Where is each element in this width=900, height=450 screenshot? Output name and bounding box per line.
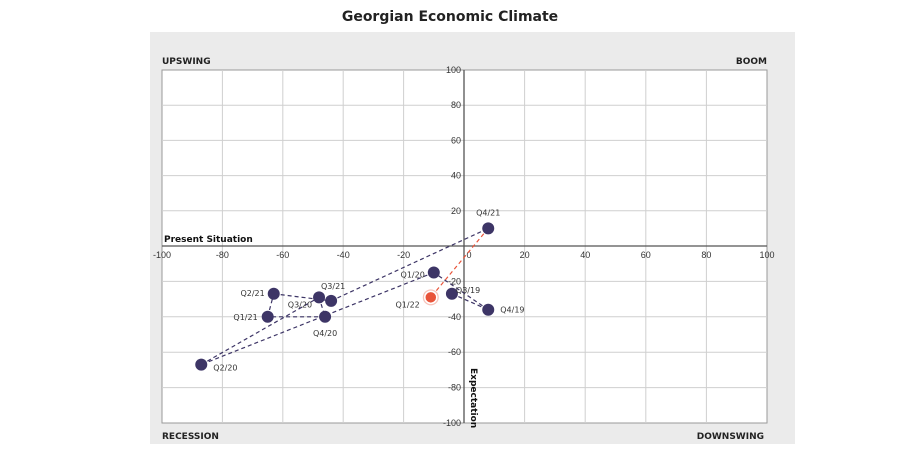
highlight-segment [430,228,489,298]
x-tick-label: -60 [276,250,289,260]
y-tick-label: 60 [451,135,461,145]
series-segment [273,293,332,302]
point-label: Q2/20 [213,364,237,373]
chart-title: Georgian Economic Climate [342,9,558,25]
series-segment [330,227,489,302]
y-tick-label: 80 [451,100,461,110]
data-point [427,266,440,279]
point-label: Q1/21 [233,313,257,322]
point-label: Q4/21 [476,208,500,217]
y-tick-label: 20 [451,206,461,216]
point-label: Q1/22 [396,300,420,309]
x-tick-label: -100 [153,250,171,260]
point-label: Q2/21 [240,289,264,298]
data-point [313,291,326,304]
y-tick-label: -100 [443,418,461,428]
y-tick-label: -60 [448,347,461,357]
y-axis-label: Expectation [468,368,478,428]
data-point [319,310,332,323]
point-label: Q3/21 [321,282,345,291]
data-point [267,287,280,300]
point-label: Q4/20 [313,329,337,338]
x-tick-label: 0 [466,250,471,260]
x-tick-label: 40 [580,250,590,260]
point-label: Q1/20 [401,271,425,280]
data-point [261,310,274,323]
point-label: Q3/20 [288,300,312,309]
y-tick-label: -80 [448,383,461,393]
data-point [195,358,208,371]
x-tick-label: -40 [337,250,350,260]
data-point [482,303,495,316]
x-tick-label: -20 [397,250,410,260]
x-tick-labels: -100 -80 -60 -40 -20 0 20 40 60 80 100 [153,250,775,260]
quadrant-label-upswing: UPSWING [162,57,211,67]
x-tick-label: 100 [759,250,774,260]
series-segment [200,296,320,366]
x-tick-label: 80 [701,250,711,260]
axes [162,70,767,423]
x-tick-label: 20 [520,250,530,260]
data-point [482,222,495,235]
quadrant-label-downswing: DOWNSWING [697,432,764,442]
x-tick-label: 60 [641,250,651,260]
point-label: Q3/19 [456,286,480,295]
highlight-point [424,290,438,305]
data-point [325,294,338,307]
x-axis-label: Present Situation [164,235,253,245]
y-tick-label: 40 [451,171,461,181]
y-tick-label: 100 [446,65,461,75]
y-tick-labels: 100 80 60 40 20 -20 -40 -60 -80 -100 [443,65,461,428]
point-labels: Q3/19 Q4/19 Q1/20 Q2/20 Q3/20 Q4/20 Q1/21 Q2/21… [213,208,524,372]
data-points [195,222,495,371]
quadrant-label-recession: RECESSION [162,432,219,442]
y-tick-label: -40 [448,312,461,322]
data-point [445,287,458,300]
quadrant-label-boom: BOOM [736,57,767,67]
point-label: Q4/19 [500,306,524,315]
series-segment [433,272,489,311]
y-tick-label: -20 [448,276,461,286]
x-tick-label: -80 [216,250,229,260]
